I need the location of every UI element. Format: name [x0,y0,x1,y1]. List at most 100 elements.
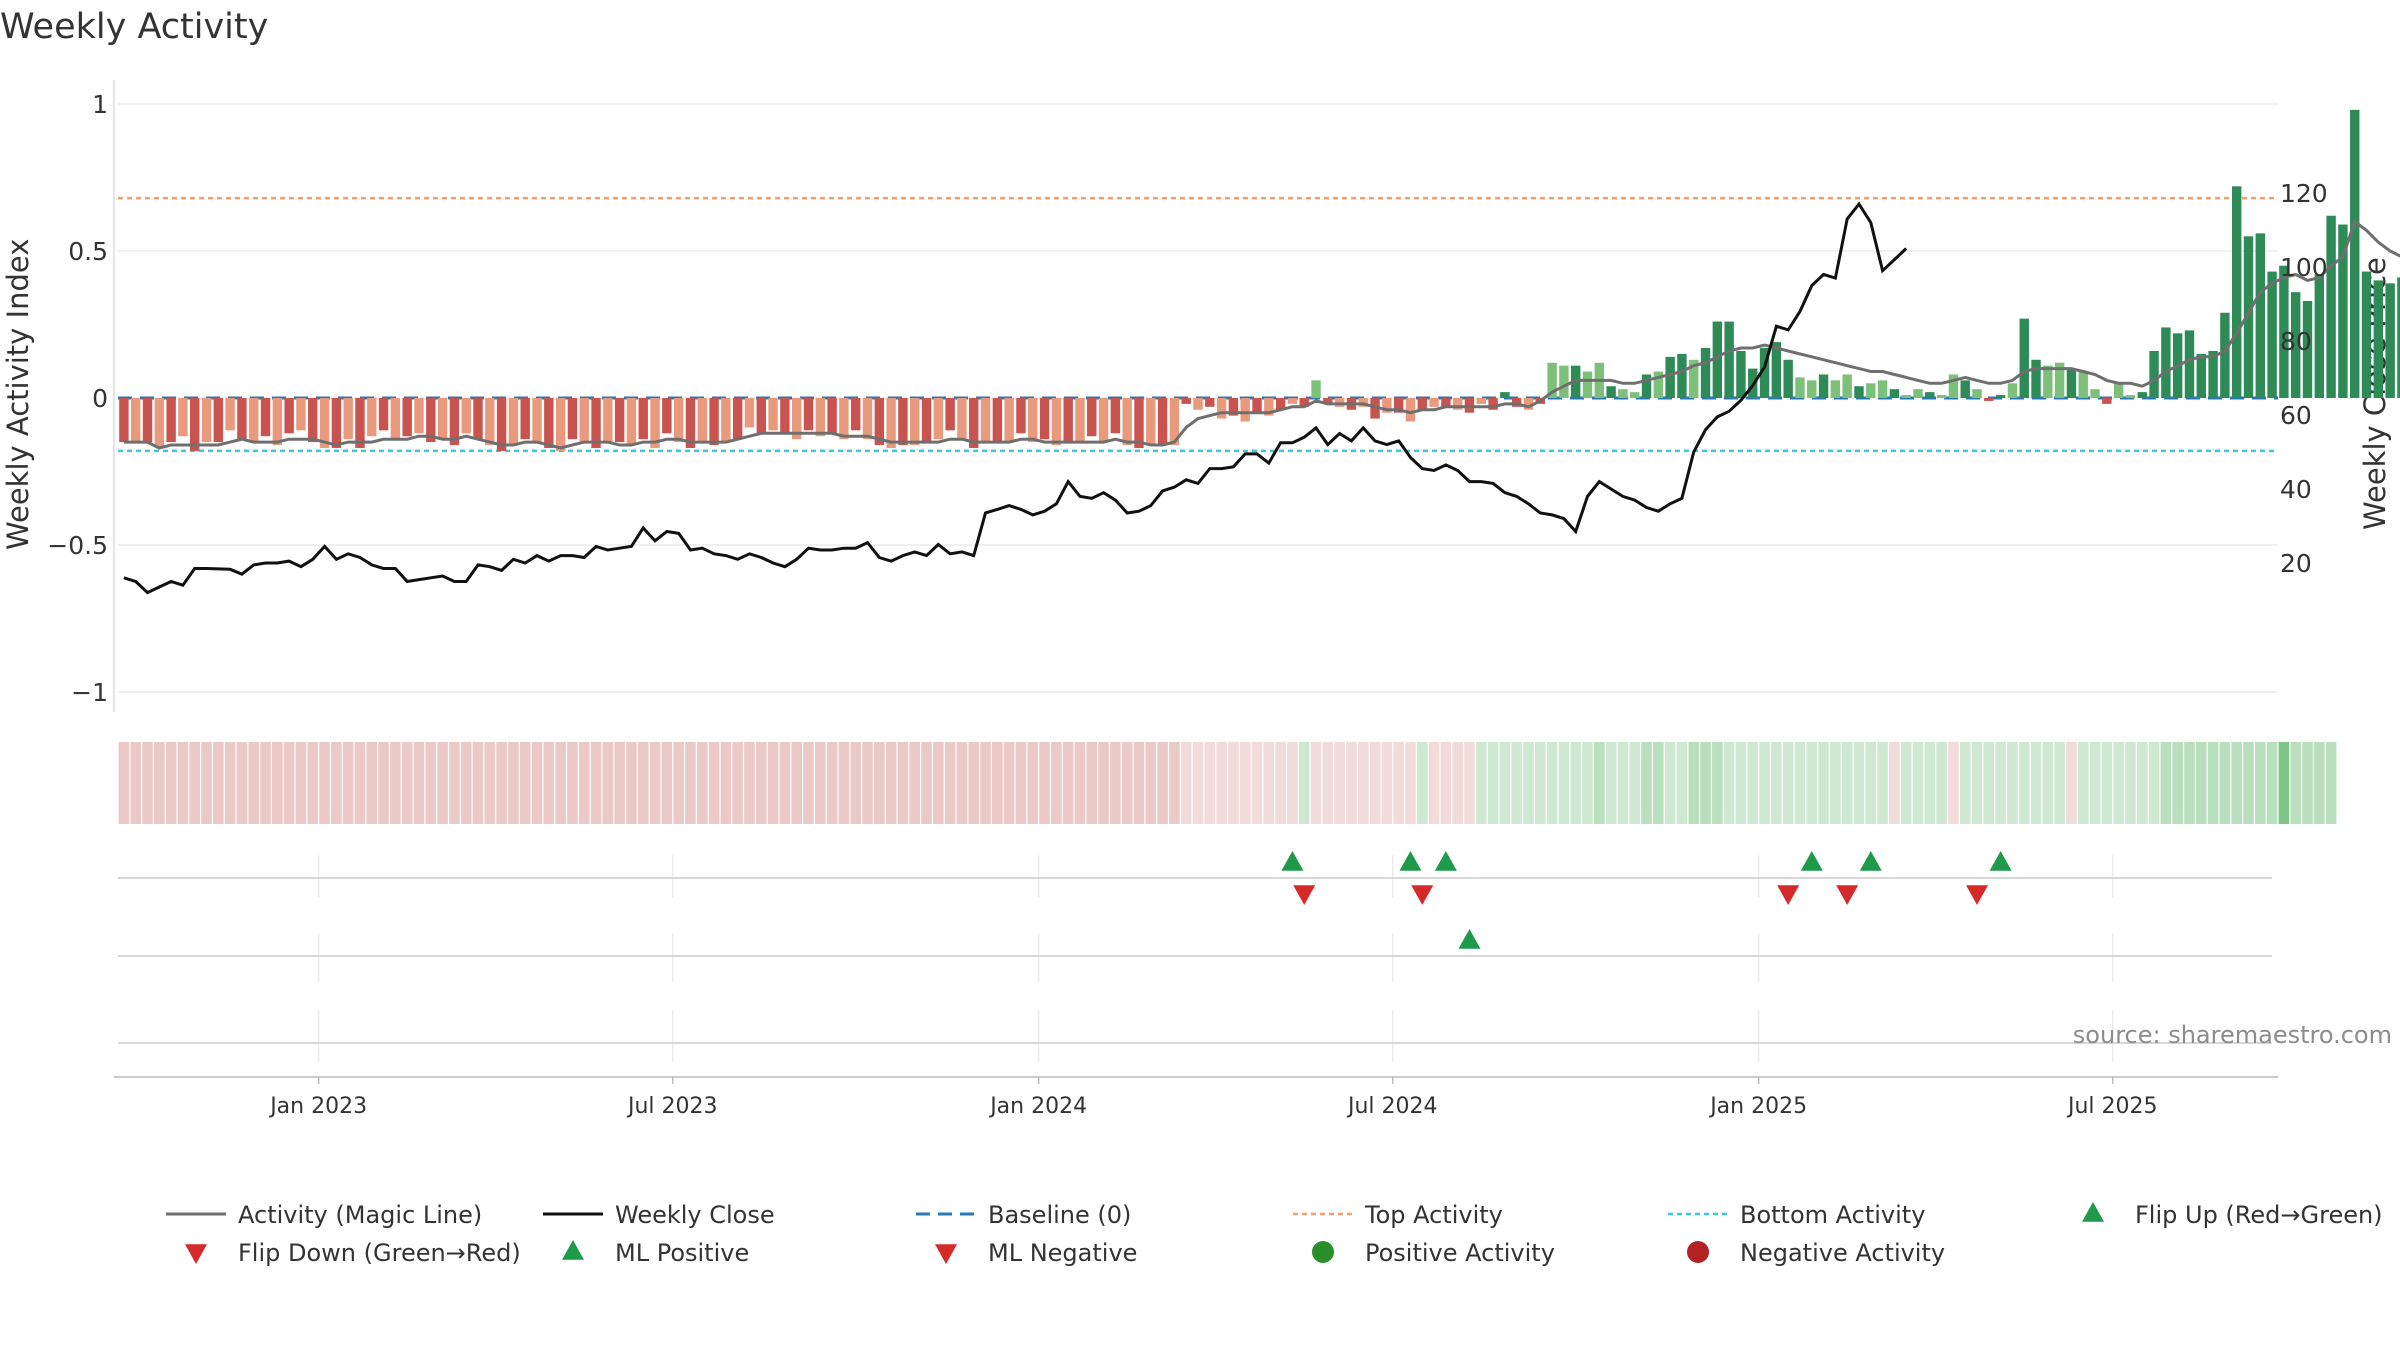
heat-strip-cell [460,742,472,824]
activity-bar [1122,398,1132,446]
heat-strip-cell [1900,742,1912,824]
heat-strip-cell [437,742,448,824]
heat-strip-cell [1830,742,1841,824]
heat-strip-cell [401,742,413,824]
activity-bar [579,398,589,443]
heat-strip-cell [956,742,968,824]
flip-up-marker [1800,851,1823,871]
x-tick-label: Jan 2023 [268,1094,367,1119]
heat-strip-cell [1464,742,1475,824]
heat-strip-cell [1039,742,1050,824]
activity-bar [744,398,755,428]
heat-strip-cell [1192,742,1204,824]
activity-bar [284,398,294,434]
legend-item: Flip Up (Red→Green) [2082,1201,2383,1229]
activity-bar [567,398,578,440]
heat-strip-cell [661,742,673,824]
heat-strip-cell [165,742,177,824]
heat-strip-cell [1688,742,1700,824]
legend-label: ML Negative [988,1239,1137,1267]
heat-strip-cell [1381,742,1393,824]
activity-bar [2007,383,2018,398]
activity-bar [555,398,566,451]
heat-strip-cell [2243,742,2254,824]
heat-strip-cell [189,742,201,824]
activity-bar [1452,398,1463,410]
activity-bar [1559,365,1569,398]
activity-bar [886,398,896,448]
activity-bar [1547,362,1557,398]
heat-strip-cell [295,742,307,824]
activity-bar [1818,374,1829,398]
activity-bar [1582,371,1593,398]
legend-item: Activity (Magic Line) [166,1201,482,1229]
heat-strip-cell [1924,742,1936,824]
x-tick-label: Jul 2025 [2066,1094,2158,1119]
heat-strip-cell [1086,742,1098,824]
heat-strip-cell [980,742,991,824]
heat-strip-cell [1546,742,1558,824]
legend-swatch [185,1244,207,1264]
activity-bar [367,398,377,437]
activity-bar [2373,280,2384,398]
heat-strip-cell [1180,742,1192,824]
legend-item: Top Activity [1293,1201,1503,1229]
y-tick-label: 0.5 [68,237,108,266]
heat-strip-cell [909,742,921,824]
heat-strip-cell [1145,742,1157,824]
heat-strip-cell [944,742,956,824]
activity-bar [791,398,802,440]
heat-strip-cell [578,742,590,824]
heat-strip-cell [1723,742,1735,824]
heat-strip-cell [1865,742,1877,824]
activity-bar [862,398,873,440]
activity-bar [1311,380,1321,398]
heat-strip-cell [2066,742,2077,824]
activity-bar [2326,215,2336,398]
heat-strip-cell [2302,742,2313,824]
heat-strip-cell [201,742,212,824]
heat-strip-cell [1216,742,1227,824]
heat-strip-cell [118,742,130,824]
heat-strip-cell [1298,742,1310,824]
heat-strip-cell [1062,742,1074,824]
heat-strip-cell [177,742,189,824]
activity-bar [1275,398,1286,410]
heat-strip-cell [213,742,224,824]
activity-bar [2361,271,2372,398]
activity-bar [1087,398,1097,437]
heat-strip-cell [2113,742,2124,824]
activity-bar [1783,359,1793,398]
activity-bar [1323,398,1333,404]
activity-bar [874,398,885,446]
heat-strip-cell [1664,742,1676,824]
activity-bar [780,398,790,434]
heat-strip-cell [2195,742,2207,824]
activity-bar [355,398,365,448]
legend-item: Baseline (0) [916,1201,1131,1229]
activity-bar [756,398,766,434]
activity-bar [732,398,743,440]
heat-strip-cell [814,742,826,824]
activity-bar [2243,236,2254,398]
heat-strip-cell [1428,742,1440,824]
activity-bar [1523,398,1534,410]
legend-swatch [935,1244,957,1264]
activity-bar [957,398,967,440]
activity-bar [2019,318,2029,398]
heat-strip-cell [696,742,708,824]
activity-bar [131,398,141,443]
activity-bar [1228,398,1239,416]
heat-strip-cell [826,742,838,824]
heat-strip-cell [1936,742,1947,824]
legend-label: Flip Up (Red→Green) [2135,1201,2383,1229]
heat-strip-cell [2290,742,2302,824]
flip-up-marker [1281,851,1304,871]
heat-strip-cell [1393,742,1404,824]
heat-strip-cell [602,742,614,824]
legend-swatch [1687,1241,1709,1263]
heat-strip-cell [130,742,142,824]
activity-bar [473,398,483,440]
activity-bar [260,398,271,437]
magic-line [123,219,2400,450]
